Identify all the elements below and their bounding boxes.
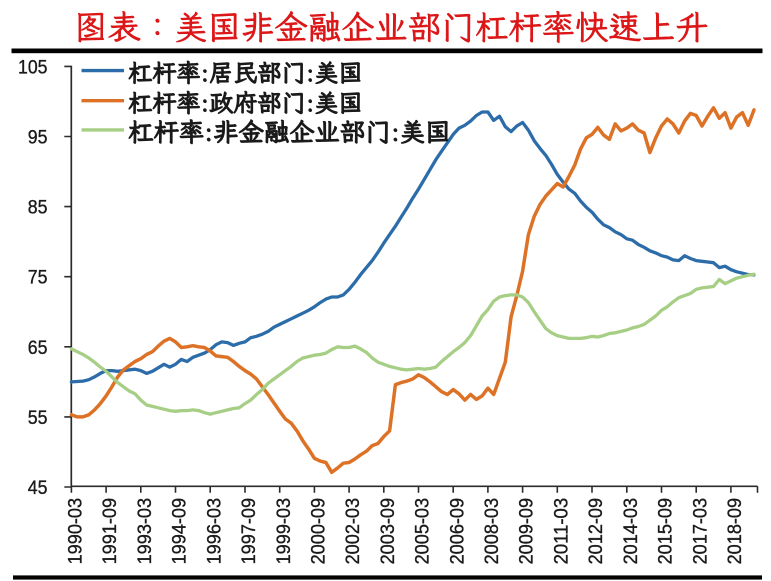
svg-text:2000-09: 2000-09 [308, 498, 330, 565]
svg-text:45: 45 [28, 477, 48, 499]
svg-text:1997-09: 1997-09 [238, 498, 260, 565]
svg-text:2008-03: 2008-03 [481, 498, 503, 565]
svg-text:1999-03: 1999-03 [273, 498, 295, 565]
svg-text:95: 95 [28, 127, 48, 149]
svg-text:1994-09: 1994-09 [169, 498, 191, 565]
svg-text:2005-03: 2005-03 [412, 498, 434, 565]
svg-text:1996-03: 1996-03 [203, 498, 225, 565]
svg-text:2011-03: 2011-03 [550, 498, 572, 565]
svg-text:2015-09: 2015-09 [655, 498, 677, 565]
svg-text:2014-03: 2014-03 [620, 498, 642, 565]
svg-text:2002-03: 2002-03 [342, 498, 364, 565]
svg-text:105: 105 [18, 56, 48, 78]
svg-text:2006-09: 2006-09 [446, 498, 468, 565]
svg-text:2018-09: 2018-09 [724, 498, 746, 565]
svg-text:1991-09: 1991-09 [99, 498, 121, 565]
svg-text:2003-09: 2003-09 [377, 498, 399, 565]
svg-text:1990-03: 1990-03 [65, 498, 87, 565]
svg-text:2017-03: 2017-03 [689, 498, 711, 565]
svg-text:55: 55 [28, 407, 48, 429]
svg-text:75: 75 [28, 267, 48, 289]
svg-text:65: 65 [28, 337, 48, 359]
svg-text:85: 85 [28, 197, 48, 219]
svg-text:2009-09: 2009-09 [516, 498, 538, 565]
svg-text:1993-03: 1993-03 [134, 498, 156, 565]
svg-text:2012-09: 2012-09 [585, 498, 607, 565]
